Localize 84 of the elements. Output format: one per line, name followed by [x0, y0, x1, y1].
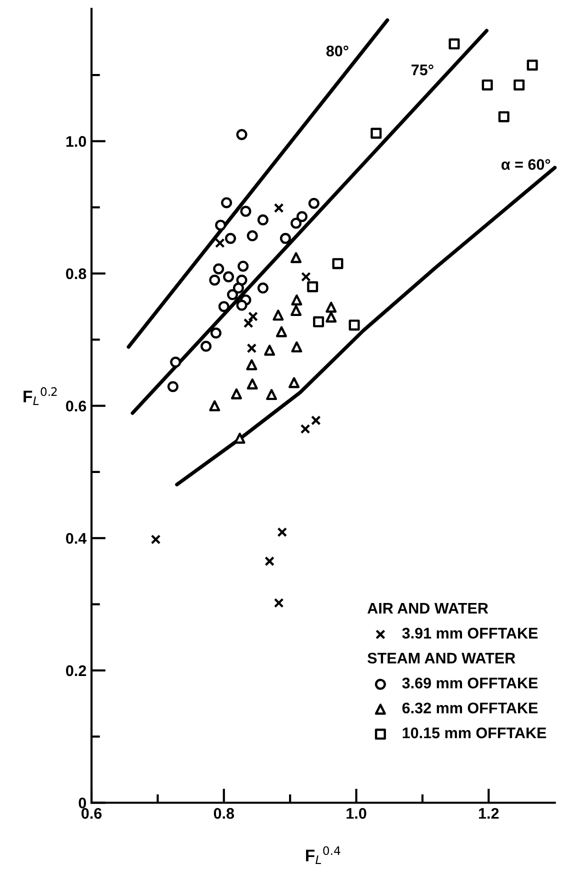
point	[200, 340, 212, 352]
point	[301, 272, 311, 282]
point	[257, 214, 268, 226]
point	[240, 206, 252, 217]
point	[209, 400, 220, 412]
point	[448, 38, 460, 50]
y-tick-label: 0.8	[66, 268, 86, 280]
point	[300, 424, 310, 434]
point	[221, 197, 232, 208]
point	[307, 281, 318, 292]
point	[232, 282, 244, 294]
x-axis-title: F$_{L}$$^{0.4}$	[306, 846, 340, 864]
point	[230, 388, 242, 400]
point	[246, 230, 258, 242]
point	[277, 527, 288, 538]
point	[248, 312, 258, 322]
point	[150, 534, 161, 544]
point	[223, 271, 234, 282]
point	[310, 415, 321, 426]
point	[167, 381, 178, 392]
point	[236, 300, 248, 311]
legend-label: 3.69 mm OFFTAKE	[402, 678, 538, 688]
point	[257, 282, 268, 294]
legend-label: 6.32 mm OFFTAKE	[402, 702, 538, 714]
point	[264, 556, 274, 566]
x-tick-label: 1.2	[478, 808, 499, 819]
point	[348, 320, 360, 331]
point	[514, 79, 525, 90]
series-label: α = 60°	[502, 159, 550, 170]
annotation: AIR AND WATER	[367, 602, 488, 614]
y-tick-label: 0	[78, 798, 86, 808]
annotation: STEAM AND WATER	[368, 652, 516, 664]
series-label: 80°	[326, 46, 348, 56]
point	[290, 305, 302, 316]
point	[215, 238, 225, 248]
point	[225, 232, 236, 244]
y-tick-label: 0.4	[66, 532, 87, 544]
legend-label: 3.91 mm OFFTAKE	[402, 628, 538, 639]
point	[218, 301, 230, 312]
point	[276, 326, 287, 338]
y-tick-label: 0.2	[66, 665, 86, 676]
point	[313, 316, 324, 328]
point	[290, 218, 302, 229]
y-axis-title: F$_{L}$$^{0.2}$	[24, 387, 57, 405]
point	[246, 343, 257, 354]
point	[243, 318, 254, 328]
point	[370, 128, 382, 139]
point	[291, 294, 302, 306]
point	[296, 211, 308, 222]
point	[274, 598, 284, 608]
point	[498, 111, 510, 122]
point	[227, 289, 238, 300]
point	[209, 274, 220, 286]
x-tick-label: 1.0	[346, 808, 366, 819]
legend-label: 10.15 mm OFFTAKE	[402, 728, 546, 738]
point	[272, 310, 284, 321]
point	[308, 198, 320, 209]
point	[215, 220, 226, 231]
point	[246, 359, 258, 370]
point	[280, 232, 291, 244]
point	[213, 263, 224, 274]
point	[326, 312, 337, 323]
point	[170, 356, 182, 368]
point	[326, 302, 337, 313]
point	[246, 378, 258, 390]
point	[274, 203, 284, 213]
y-tick-label: 0.6	[66, 400, 86, 412]
x-tick-label: 0.6	[82, 808, 102, 819]
point	[291, 341, 302, 352]
x-tick-label: 0.8	[214, 808, 234, 819]
series-label: 75°	[412, 64, 434, 76]
point	[234, 432, 246, 444]
point	[236, 129, 248, 140]
point	[288, 377, 300, 388]
y-tick-label: 1.0	[66, 136, 86, 147]
point	[210, 328, 222, 339]
point	[290, 252, 302, 264]
point	[482, 79, 493, 90]
point	[332, 258, 344, 270]
point	[526, 60, 538, 71]
point	[236, 274, 248, 286]
point	[264, 344, 276, 356]
point	[238, 260, 249, 272]
point	[266, 389, 278, 400]
